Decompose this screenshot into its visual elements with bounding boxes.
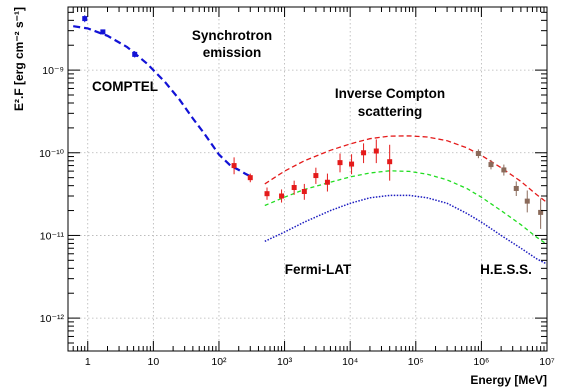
x-tick-label: 10²	[211, 356, 227, 368]
data-point	[324, 179, 330, 185]
tick-layer	[68, 7, 548, 351]
data-point	[100, 29, 106, 35]
data-point	[538, 209, 544, 215]
y-axis-title: E².F [erg cm⁻² s⁻¹]	[12, 7, 26, 111]
data-point	[337, 160, 343, 166]
model-curve-5	[264, 170, 548, 245]
data-point	[475, 150, 481, 156]
annotation-label: Inverse Compton	[335, 86, 445, 101]
y-tick-label: 10⁻¹²	[40, 313, 65, 325]
x-tick-label: 10	[148, 356, 160, 368]
x-tick-label: 10⁴	[342, 356, 358, 368]
data-point	[524, 198, 530, 204]
model-curve-6	[264, 194, 548, 265]
annotation-label: Fermi-LAT	[285, 262, 352, 277]
x-tick-label: 10⁷	[539, 356, 555, 368]
annotation-label: emission	[203, 45, 262, 60]
data-point	[279, 193, 285, 199]
x-tick-label: 10⁵	[408, 356, 424, 368]
x-axis-title: Energy [MeV]	[470, 373, 547, 387]
data-point	[82, 16, 88, 22]
data-point	[132, 51, 138, 57]
data-point	[361, 150, 367, 156]
x-tick-label: 1	[85, 356, 91, 368]
y-tick-label: 10⁻¹⁰	[39, 148, 65, 160]
label-layer: 1 10 10² 10³ 10⁴ 10⁵ 10⁶ 10⁷ 10⁻¹² 10⁻¹¹ 10⁻¹⁰ 10⁻⁹…	[12, 7, 555, 387]
annotation-label: scattering	[358, 104, 423, 119]
y-tick-label: 10⁻¹¹	[40, 230, 65, 242]
grid-layer	[68, 7, 548, 351]
y-tick-label: 10⁻⁹	[42, 65, 64, 77]
data-point	[349, 161, 355, 167]
x-tick-label: 10³	[277, 356, 293, 368]
x-tick-label: 10⁶	[473, 356, 489, 368]
data-point	[301, 189, 307, 195]
data-point	[264, 191, 270, 197]
plot-frame	[67, 6, 548, 352]
data-point	[247, 175, 253, 181]
annotation-label: COMPTEL	[92, 79, 158, 94]
model-curve-4	[264, 135, 548, 204]
curve-layer	[73, 25, 548, 265]
point-layer	[82, 15, 544, 229]
data-point	[291, 185, 297, 191]
data-point	[387, 159, 393, 165]
data-point	[513, 185, 519, 191]
model-curve-3	[73, 25, 251, 178]
data-point	[231, 163, 237, 169]
data-point	[501, 167, 507, 173]
annotation-label: Synchrotron	[192, 28, 272, 43]
annotation-label: H.E.S.S.	[480, 262, 532, 277]
data-point	[373, 148, 379, 154]
data-point	[313, 173, 319, 179]
data-point	[488, 162, 494, 168]
